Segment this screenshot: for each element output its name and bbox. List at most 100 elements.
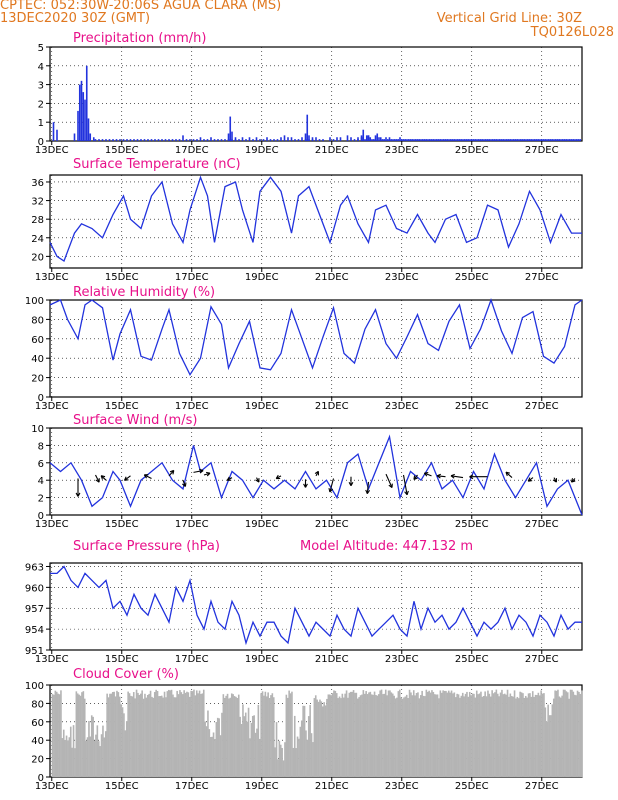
cloud-bar [300,720,303,777]
cloud-bar [201,693,204,777]
wind-arrow-head [328,487,334,493]
cloud-bar [440,692,443,777]
cloud-bar [78,694,80,777]
cloud-bar [83,698,86,777]
precip-bar [516,139,519,141]
wind-arrow-head [505,471,511,477]
precip-bar [126,139,128,141]
cloud-bar [408,689,411,777]
precip-bar [514,139,517,141]
cloud-bar [144,693,146,777]
cloud-bar [404,696,407,777]
cloud-bar [247,707,250,777]
precip-bar [196,139,198,141]
cloud-bar [545,721,548,777]
precip-bar [252,139,254,141]
cloud-bar [386,695,388,777]
y-tick-label: 951 [25,646,44,657]
precip-bar [458,139,461,141]
precip-bar [52,122,55,141]
cloud-bar [536,695,538,777]
cloud-bar [264,691,267,777]
cloud-bar [365,691,367,777]
cloud-bar [310,733,313,777]
y-tick-label: 4 [38,476,44,487]
precip-bar [407,139,410,141]
cloud-bar [156,691,159,777]
cloud-bar [421,690,423,777]
wind-arrow-head [123,476,129,481]
cloud-bar [356,698,359,777]
cloud-bar [261,691,264,777]
precip-bar [540,139,543,141]
precip-bar [542,139,545,141]
cloud-bar [517,698,520,777]
cloud-bar [335,693,338,777]
x-tick-label: 21DEC [315,654,349,665]
precip-bar [168,139,170,141]
cloud-bar [393,695,395,777]
series-line [49,434,583,516]
cloud-bar [354,692,356,777]
wind-arrow-head [95,478,100,483]
cloud-bar [243,716,246,777]
y-tick-label: 80 [31,315,44,326]
cloud-bar [184,692,187,777]
y-tick-label: 20 [31,374,44,385]
cloud-bar [179,690,181,777]
cloud-bar [128,693,131,777]
cloud-bar [302,705,304,777]
x-tick-label: 25DEC [455,519,489,530]
cloud-bar [527,693,530,777]
precip-bar [182,135,184,141]
cloud-bar [295,748,297,777]
cloud-bar [499,692,502,777]
cloud-bar [540,690,542,777]
cloud-bar [291,691,293,777]
cloud-bar [387,690,390,777]
cloud-bar [447,690,450,777]
precip-bar [297,139,300,141]
cloud-bar [468,691,471,777]
cloud-bar [422,695,425,777]
precip-bar [259,139,261,141]
cloud-bar [160,695,163,777]
x-tick-label: 15DEC [105,781,139,792]
precip-bar [112,139,114,141]
y-tick-label: 40 [31,736,44,747]
cloud-bar [281,747,283,777]
precip-bar [101,139,104,141]
precip-bar [561,139,564,141]
cloud-bar [165,697,167,777]
y-tick-label: 0 [38,393,44,404]
cloud-bar [450,690,453,777]
cloud-bar [334,690,337,777]
x-tick-label: 17DEC [175,654,209,665]
cloud-bar [205,726,208,777]
cloud-bar [496,693,499,777]
y-tick-label: 954 [25,625,44,636]
cloud-bar [312,742,314,777]
cloud-bar [244,712,247,777]
cloud-bar [566,692,569,777]
precip-bar [526,139,529,141]
precip-bar [82,92,85,141]
y-tick-label: 20 [31,252,44,263]
cloud-bar [391,693,394,777]
precip-bar [273,139,275,141]
x-tick-label: 19DEC [245,654,279,665]
cloud-bar [127,691,129,777]
wind-arrow-head [527,477,533,482]
wind-arrow-head [169,469,175,475]
precip-bar [511,139,513,141]
precip-bar [572,139,575,141]
precip-bar [554,139,557,141]
cloud-bar [510,696,513,777]
cloud-bar [492,693,495,777]
cloud-bar [124,730,127,777]
precip-bar [395,139,398,141]
cloud-bar [123,713,125,777]
precip-bar [129,139,132,141]
cloud-bar [383,693,386,777]
cloud-bar [249,738,251,777]
